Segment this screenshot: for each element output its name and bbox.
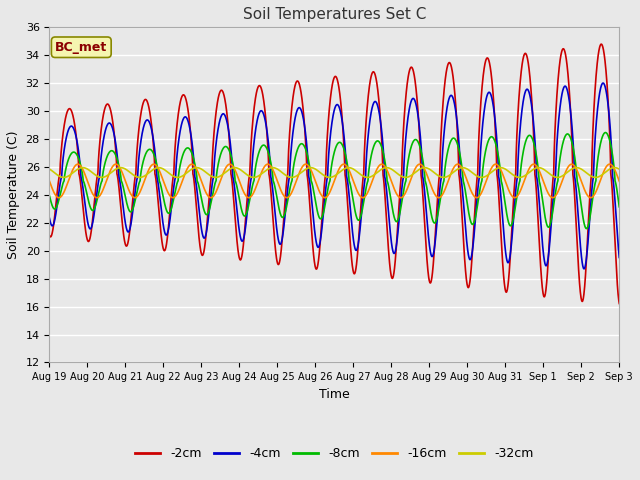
X-axis label: Time: Time bbox=[319, 388, 349, 401]
-4cm bbox=[605, 105, 612, 111]
-32cm bbox=[264, 166, 272, 172]
-2cm bbox=[289, 97, 296, 103]
-8cm bbox=[582, 226, 590, 231]
-4cm bbox=[264, 136, 272, 142]
-4cm bbox=[145, 118, 152, 123]
-32cm bbox=[605, 167, 612, 173]
-8cm bbox=[602, 130, 609, 135]
-16cm bbox=[45, 178, 53, 184]
-32cm bbox=[79, 165, 86, 170]
-8cm bbox=[543, 221, 550, 227]
-8cm bbox=[111, 150, 118, 156]
-32cm bbox=[543, 169, 551, 175]
-32cm bbox=[145, 170, 152, 176]
-16cm bbox=[145, 168, 152, 174]
Line: -4cm: -4cm bbox=[49, 83, 620, 269]
-8cm bbox=[289, 170, 296, 176]
-2cm bbox=[145, 102, 152, 108]
Legend: -2cm, -4cm, -8cm, -16cm, -32cm: -2cm, -4cm, -8cm, -16cm, -32cm bbox=[130, 443, 538, 466]
Line: -8cm: -8cm bbox=[49, 132, 620, 228]
-2cm bbox=[604, 100, 612, 106]
-16cm bbox=[264, 161, 272, 167]
-8cm bbox=[616, 204, 623, 210]
Line: -2cm: -2cm bbox=[49, 44, 620, 303]
-4cm bbox=[111, 133, 118, 139]
-8cm bbox=[264, 148, 272, 154]
-32cm bbox=[289, 174, 297, 180]
-8cm bbox=[45, 193, 53, 199]
-16cm bbox=[378, 161, 385, 167]
-4cm bbox=[616, 254, 623, 260]
Line: -32cm: -32cm bbox=[49, 168, 620, 178]
-16cm bbox=[359, 195, 367, 201]
-4cm bbox=[289, 132, 296, 138]
-4cm bbox=[543, 262, 550, 268]
-8cm bbox=[605, 133, 612, 139]
-2cm bbox=[597, 41, 605, 47]
Title: Soil Temperatures Set C: Soil Temperatures Set C bbox=[243, 7, 426, 22]
-32cm bbox=[60, 175, 68, 180]
-32cm bbox=[111, 167, 118, 173]
Y-axis label: Soil Temperature (C): Soil Temperature (C) bbox=[7, 131, 20, 259]
-2cm bbox=[543, 280, 550, 286]
-32cm bbox=[45, 166, 53, 172]
-32cm bbox=[616, 166, 623, 172]
-16cm bbox=[111, 162, 118, 168]
Text: BC_met: BC_met bbox=[55, 41, 108, 54]
-4cm bbox=[599, 80, 607, 86]
-16cm bbox=[543, 188, 551, 194]
-2cm bbox=[111, 133, 118, 139]
-16cm bbox=[289, 188, 296, 193]
-8cm bbox=[145, 147, 152, 153]
-16cm bbox=[616, 178, 623, 184]
-2cm bbox=[264, 146, 272, 152]
-2cm bbox=[616, 300, 623, 306]
-2cm bbox=[45, 233, 53, 239]
-4cm bbox=[45, 216, 53, 221]
-16cm bbox=[605, 162, 612, 168]
Line: -16cm: -16cm bbox=[49, 164, 620, 198]
-4cm bbox=[580, 266, 588, 272]
